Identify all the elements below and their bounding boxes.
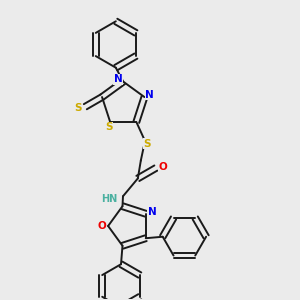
Text: N: N	[146, 90, 154, 100]
Text: S: S	[144, 139, 151, 149]
Text: S: S	[74, 103, 82, 113]
Text: O: O	[97, 221, 106, 231]
Text: N: N	[148, 207, 157, 217]
Text: N: N	[113, 74, 122, 84]
Text: S: S	[105, 122, 112, 132]
Text: HN: HN	[101, 194, 118, 204]
Text: O: O	[159, 161, 168, 172]
